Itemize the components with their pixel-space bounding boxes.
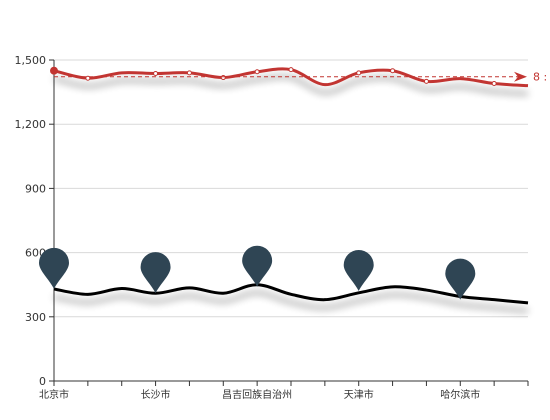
x-axis: 北京市 长沙市 昌吉回族自治州 天津市 哈尔滨市	[39, 380, 529, 401]
pin-marker	[343, 250, 374, 292]
y-tick-label: 0	[39, 375, 46, 388]
mark-line-arrow	[514, 71, 527, 82]
pin-marker	[445, 258, 476, 300]
y-tick-label: 1,200	[15, 118, 47, 131]
data-point	[288, 67, 294, 73]
data-point	[491, 81, 497, 87]
data-point	[356, 70, 362, 76]
pin-marker	[39, 247, 69, 289]
x-tick-label: 长沙市	[141, 388, 171, 401]
grid-lines	[54, 59, 528, 318]
mark-line-label: 8 :	[533, 71, 547, 84]
data-point	[254, 69, 260, 75]
series-line-1	[53, 283, 529, 305]
series-layer	[50, 66, 529, 305]
mark-line: 8 :	[54, 71, 547, 84]
pin-marker	[140, 252, 171, 294]
x-tick-label: 昌吉回族自治州	[222, 388, 292, 401]
y-tick-label: 300	[25, 311, 46, 324]
x-tick-label: 天津市	[344, 388, 374, 401]
data-point	[50, 66, 58, 75]
data-point	[85, 75, 91, 81]
pin-markers	[39, 245, 476, 300]
y-tick-label: 1,500	[15, 54, 47, 67]
data-point	[423, 78, 429, 84]
y-tick-label: 900	[25, 182, 46, 195]
data-point	[390, 68, 396, 74]
data-point	[220, 75, 226, 81]
data-point	[186, 70, 192, 76]
pin-marker	[242, 245, 273, 287]
x-tick-label: 北京市	[39, 388, 69, 401]
data-point	[153, 70, 159, 76]
x-tick-label: 哈尔滨市	[440, 388, 480, 401]
